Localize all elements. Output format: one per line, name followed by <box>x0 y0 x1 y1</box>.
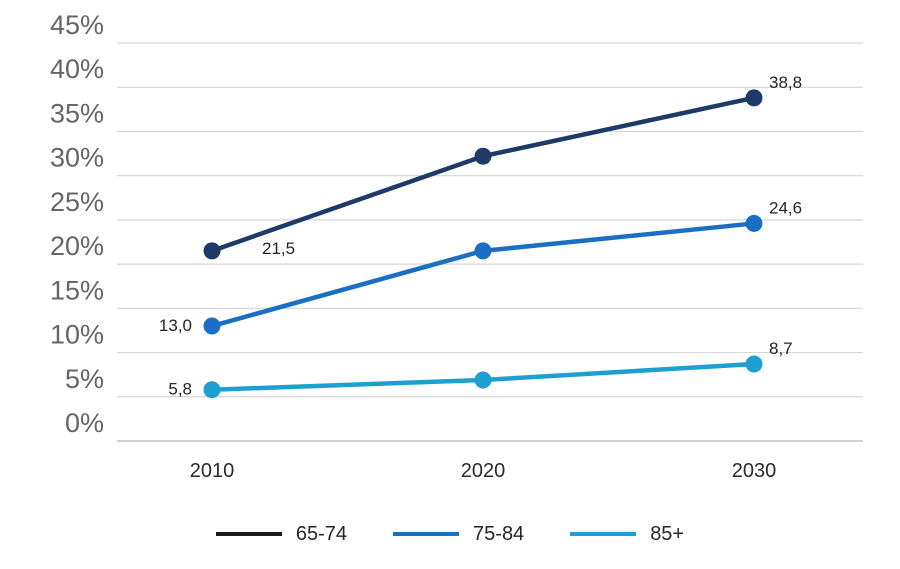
series-line-65-74 <box>209 95 757 254</box>
legend-item-65-74: 65-74 <box>215 521 348 547</box>
data-label-85+-2010: 5,8 <box>168 380 192 399</box>
data-point-85+-2030 <box>745 355 763 373</box>
legend-label: 85+ <box>650 523 685 545</box>
legend-line-swatch-85+ <box>570 532 637 536</box>
y-axis-tick-label: 35% <box>50 98 104 128</box>
data-point-85+-2020 <box>474 371 492 389</box>
x-axis-tick-label: 2010 <box>190 460 235 482</box>
legend-label: 75-84 <box>473 523 525 545</box>
chart-legend: 65-74 75-84 85+ <box>0 521 900 547</box>
data-label-75-84-2030: 24,6 <box>769 198 802 217</box>
data-point-65-74-2030 <box>745 89 763 107</box>
y-axis-tick-label: 45% <box>50 10 104 40</box>
data-label-85+-2030: 8,7 <box>769 339 793 358</box>
data-point-75-84-2030 <box>745 214 763 232</box>
data-label-75-84-2010: 13,0 <box>159 316 192 335</box>
data-point-75-84-2010 <box>203 317 221 335</box>
data-point-75-84-2020 <box>474 242 492 260</box>
legend-item-85+: 85+ <box>570 521 684 547</box>
legend-item-75-84: 75-84 <box>393 521 524 547</box>
data-point-65-74-2020 <box>474 147 492 165</box>
y-axis-tick-label: 20% <box>50 231 104 261</box>
legend-line-swatch-75-84 <box>393 532 460 536</box>
y-axis-tick-label: 25% <box>50 187 104 217</box>
age-group-share-line-chart: 45% 40% 35% 30% 25% 20% 15% 10% 5% 0% 2010 2020 2030… <box>50 10 863 482</box>
data-point-85+-2010 <box>203 381 221 399</box>
y-axis-tick-label: 0% <box>65 408 104 438</box>
data-label-65-74-2030: 38,8 <box>769 73 802 92</box>
data-point-65-74-2010 <box>203 242 221 260</box>
x-axis-tick-label: 2020 <box>461 460 506 482</box>
y-axis-tick-label: 10% <box>50 320 104 350</box>
y-axis-tick-label: 15% <box>50 275 104 305</box>
legend-label: 65-74 <box>295 523 348 545</box>
y-axis-tick-label: 30% <box>50 143 104 173</box>
data-label-65-74-2010: 21,5 <box>262 239 295 258</box>
legend-line-swatch-65-74 <box>215 532 282 536</box>
y-axis-tick-label: 5% <box>65 364 104 394</box>
y-axis-tick-label: 40% <box>50 54 104 84</box>
x-axis-tick-label: 2030 <box>732 460 777 482</box>
